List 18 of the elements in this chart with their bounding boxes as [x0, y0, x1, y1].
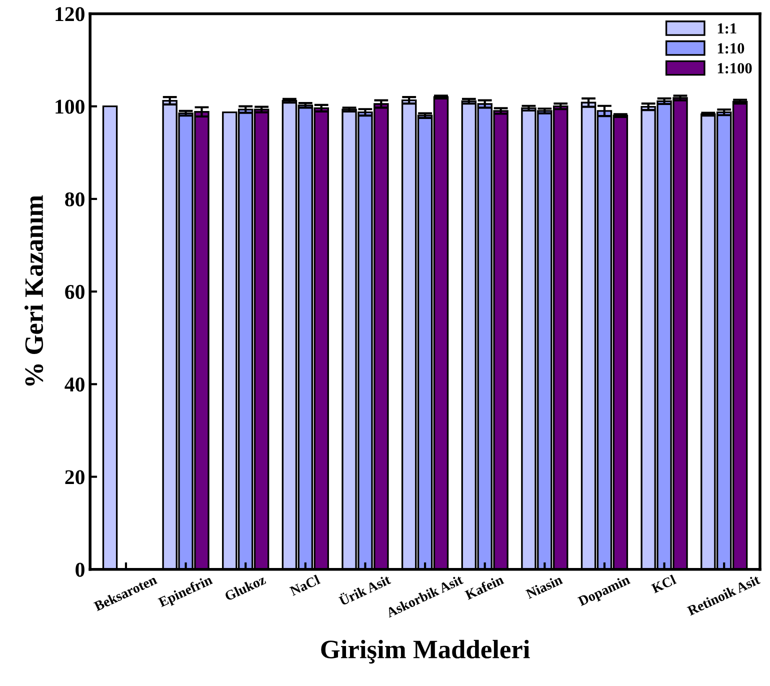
legend-label: 1:10 — [718, 43, 744, 54]
y-tick-label: 60 — [65, 284, 84, 299]
y-tick-label: 20 — [65, 470, 84, 484]
x-tick-label: Ürik Asit — [337, 572, 392, 606]
x-axis-title: Girişim Maddeleri — [321, 640, 530, 664]
y-tick-label: 120 — [56, 7, 84, 22]
legend-label: 1:100 — [718, 63, 752, 74]
x-tick-label: Kafein — [464, 574, 504, 600]
y-axis-title: % Geri Kazanım — [24, 195, 44, 386]
y-tick-label: 0 — [76, 562, 84, 577]
legend-label: 1:1 — [718, 23, 736, 34]
y-tick-label: 80 — [65, 192, 84, 206]
x-tick-label: Glukoz — [224, 574, 266, 602]
x-tick-label: Niasin — [525, 574, 564, 599]
x-tick-label: NaCl — [289, 574, 321, 596]
x-tick-label: KCl — [650, 574, 677, 594]
y-tick-label: 100 — [56, 100, 84, 114]
y-tick-label: 40 — [64, 378, 84, 392]
